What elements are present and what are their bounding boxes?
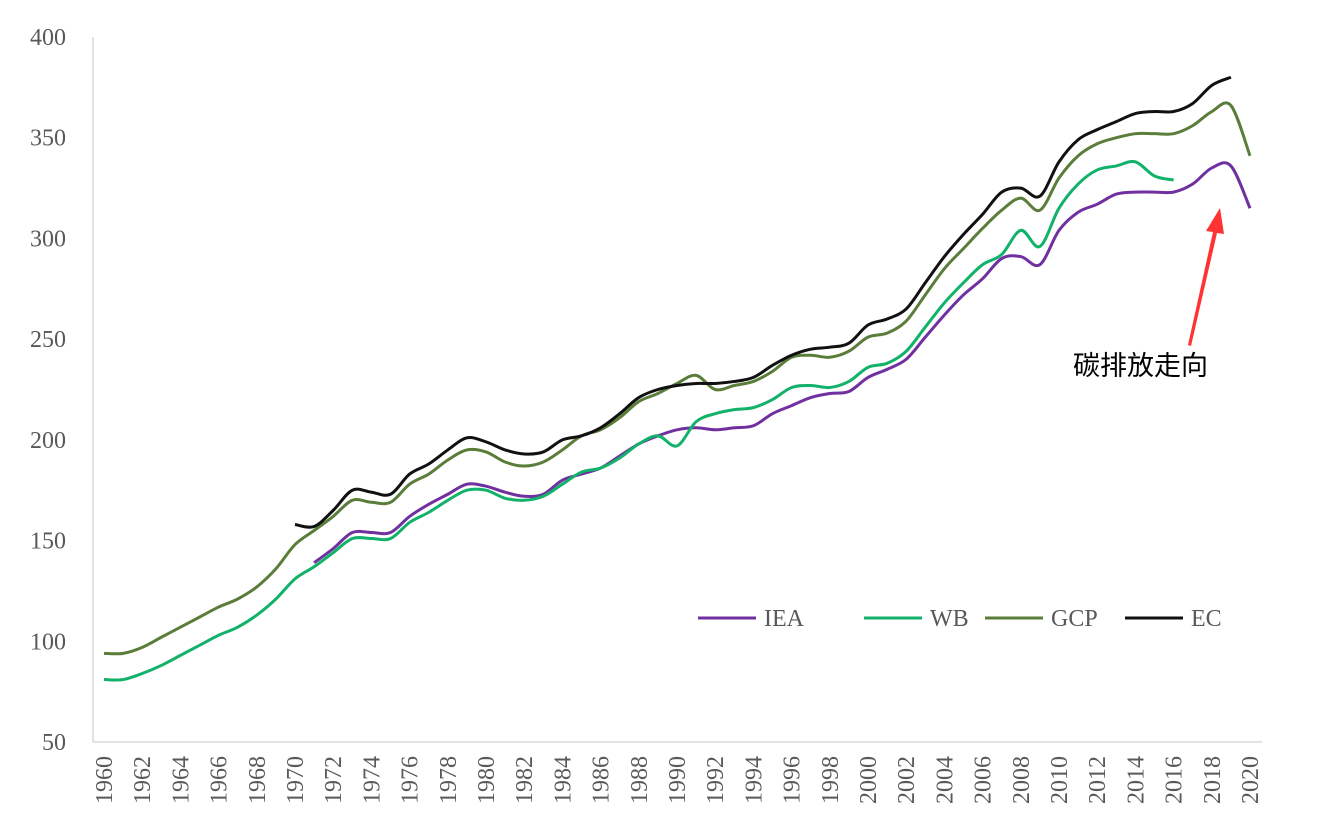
x-tick-label: 1986 (589, 756, 615, 804)
y-tick-label: 300 (30, 226, 66, 252)
series-line-ec (294, 75, 1232, 529)
series-line-gcp (103, 101, 1252, 656)
x-tick-label: 2006 (971, 756, 997, 804)
x-tick-label: 1988 (627, 756, 653, 804)
y-tick-label: 400 (30, 25, 66, 51)
x-tick-label: 1972 (321, 756, 347, 804)
series-line-wb (103, 160, 1174, 682)
y-tick-label: 100 (30, 629, 66, 655)
legend-label: WB (930, 606, 969, 632)
x-tick-label: 1974 (359, 756, 385, 804)
x-tick-label: 2020 (1238, 756, 1264, 804)
legend: IEA WB GCP EC (698, 606, 1222, 632)
x-tick-label: 1966 (207, 756, 233, 804)
x-tick-label: 2016 (1162, 756, 1188, 804)
x-tick-label: 2012 (1085, 756, 1111, 804)
x-tick-label: 2004 (932, 756, 958, 804)
x-tick-label: 1980 (474, 756, 500, 804)
x-tick-label: 2002 (894, 756, 920, 804)
annotation-text: 碳排放走向 (1073, 351, 1208, 382)
legend-label: IEA (764, 606, 805, 632)
x-tick-label: 2000 (856, 756, 882, 804)
x-tick-label: 1996 (780, 756, 806, 804)
y-tick-label: 350 (30, 126, 66, 152)
x-tick-label: 1990 (665, 756, 691, 804)
x-tick-label: 1994 (741, 756, 767, 804)
x-tick-label: 1960 (92, 756, 118, 804)
x-tick-label: 1998 (818, 756, 844, 804)
y-tick-label: 150 (30, 529, 66, 555)
x-tick-label: 1964 (168, 756, 194, 804)
y-tick-label: 200 (30, 428, 66, 454)
legend-label: GCP (1051, 606, 1098, 632)
x-tick-label: 2018 (1200, 756, 1226, 804)
series-lines (103, 75, 1252, 682)
x-tick-label: 1962 (130, 756, 156, 804)
y-tick-label: 250 (30, 327, 66, 353)
x-tick-label: 1968 (245, 756, 271, 804)
x-tick-label: 2008 (1009, 756, 1035, 804)
x-tick-label: 2010 (1047, 756, 1073, 804)
x-tick-label: 1982 (512, 756, 538, 804)
red-arrow-icon (1188, 208, 1224, 346)
x-tick-label: 1976 (398, 756, 424, 804)
series-line-iea (313, 161, 1252, 564)
x-tick-label: 1970 (283, 756, 309, 804)
y-tick-label: 50 (42, 730, 66, 756)
x-tick-label: 2014 (1123, 756, 1149, 804)
x-tick-label: 1984 (550, 756, 576, 804)
axes: 50 100 150 200 250 300 350 400 1960 1962 1964 1966 1… (30, 25, 1264, 804)
x-tick-label: 1992 (703, 756, 729, 804)
annotation: 碳排放走向 (1073, 208, 1224, 382)
legend-label: EC (1191, 606, 1222, 632)
x-tick-label: 1978 (436, 756, 462, 804)
